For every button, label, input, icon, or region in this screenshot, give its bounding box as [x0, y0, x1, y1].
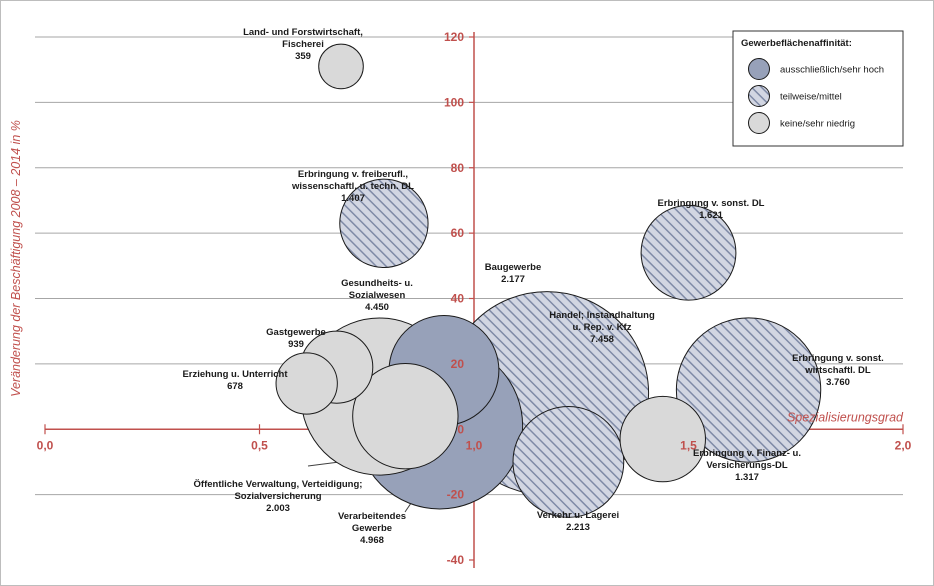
- bubble-erbringung-v-finanz-u-versicherungs-dl: [619, 395, 706, 483]
- bubble-land-und-forstwirtschaft-fischerei: [318, 43, 364, 90]
- x-tick-label: 0,0: [37, 438, 54, 452]
- legend-swatch-medium: [748, 85, 770, 107]
- bubble-label-land-und-forstwirtschaft-fischerei: Land- und Forstwirtschaft, Fischerei 359: [243, 27, 363, 62]
- bubble-erbringung-v-sonst-wirtschaftl-dl: [675, 317, 822, 463]
- bubble-label-oeffentliche-verwaltung-verteidigung-sozialversicherung: Öffentliche Verwaltung, Verteidigung; Soz…: [194, 479, 363, 514]
- bubble-label-erbringung-v-finanz-u-versicherungs-dl: Erbringung v. Finanz- u. Versicherungs-DL…: [693, 448, 801, 483]
- bubble-oeffentliche-verwaltung-verteidigung-sozialversicherung: [352, 362, 459, 470]
- y-tick-label: 20: [451, 357, 465, 371]
- x-axis-title: Spezialisierungsgrad: [787, 410, 904, 424]
- bubble-label-baugewerbe: Baugewerbe 2.177: [485, 262, 542, 285]
- bubble-verkehr-u-lagerei: [512, 406, 625, 518]
- x-tick-label: 1,0: [466, 438, 483, 452]
- bubble-erbringung-v-sonst-dl: [640, 204, 737, 301]
- legend-label-high: ausschließlich/sehr hoch: [780, 65, 884, 76]
- bubble-labels: Land- und Forstwirtschaft, Fischerei 359 Er…: [182, 27, 883, 546]
- y-tick-label: 100: [444, 95, 464, 109]
- y-tick-label: 0: [457, 422, 464, 436]
- bubble-erziehung-u-unterricht: [275, 352, 338, 415]
- y-tick-label: 60: [451, 226, 465, 240]
- bubble-label-verarbeitendes-gewerbe: Verarbeitendes Gewerbe 4.968: [338, 511, 406, 546]
- legend-swatch-low: [748, 112, 770, 134]
- bubble-label-erbringung-v-sonst-dl: Erbringung v. sonst. DL 1.621: [658, 198, 765, 221]
- y-tick-label: 120: [444, 30, 464, 44]
- y-tick-label: -20: [447, 488, 465, 502]
- bubble-label-erbringung-v-sonst-wirtschaftl-dl: Erbringung v. sonst. wirtschaftl. DL 3.760: [792, 353, 884, 388]
- legend: Gewerbeflächenaffinität: ausschließlich/s…: [732, 30, 904, 147]
- y-axis-title: Veränderung der Beschäftigung 2008 – 201…: [9, 120, 23, 397]
- bubble-label-erziehung-u-unterricht: Erziehung u. Unterricht 678: [182, 369, 288, 392]
- legend-label-low: keine/sehr niedrig: [780, 119, 855, 130]
- legend-swatch-high: [748, 58, 770, 80]
- x-tick-label: 0,5: [251, 438, 268, 452]
- x-tick-label: 2,0: [895, 438, 912, 452]
- bubble-label-gesundheits-u-sozialwesen: Gesundheits- u. Sozialwesen 4.450: [341, 278, 413, 313]
- bubbles: [275, 43, 822, 518]
- x-tick-label: 1,5: [680, 438, 697, 452]
- bubble-erbringung-v-freiberufl-wissenschaftl-u-techn-dl: [339, 178, 429, 268]
- legend-title: Gewerbeflächenaffinität:: [741, 38, 852, 49]
- y-tick-label: 80: [451, 161, 465, 175]
- y-tick-label: -40: [447, 553, 465, 567]
- bubble-label-verkehr-u-lagerei: Verkehr u. Lagerei 2.213: [537, 510, 619, 533]
- bubble-label-gastgewerbe: Gastgewerbe 939: [266, 327, 326, 350]
- legend-label-medium: teilweise/mittel: [780, 92, 842, 103]
- bubble-label-erbringung-v-freiberufl-wissenschaftl-u-techn-dl: Erbringung v. freiberufl., wissenschaftl.…: [291, 169, 414, 204]
- y-tick-label: 40: [451, 292, 465, 306]
- tick-labels: 0,0 0,5 1,0 1,5 2,0 -40 -20 0 20 40 60 80 100 120: [37, 30, 912, 567]
- bubble-label-handel-instandhaltung-u-rep-v-kfz: Handel; Instandhaltung u. Rep. v. Kfz 7.45…: [549, 310, 655, 345]
